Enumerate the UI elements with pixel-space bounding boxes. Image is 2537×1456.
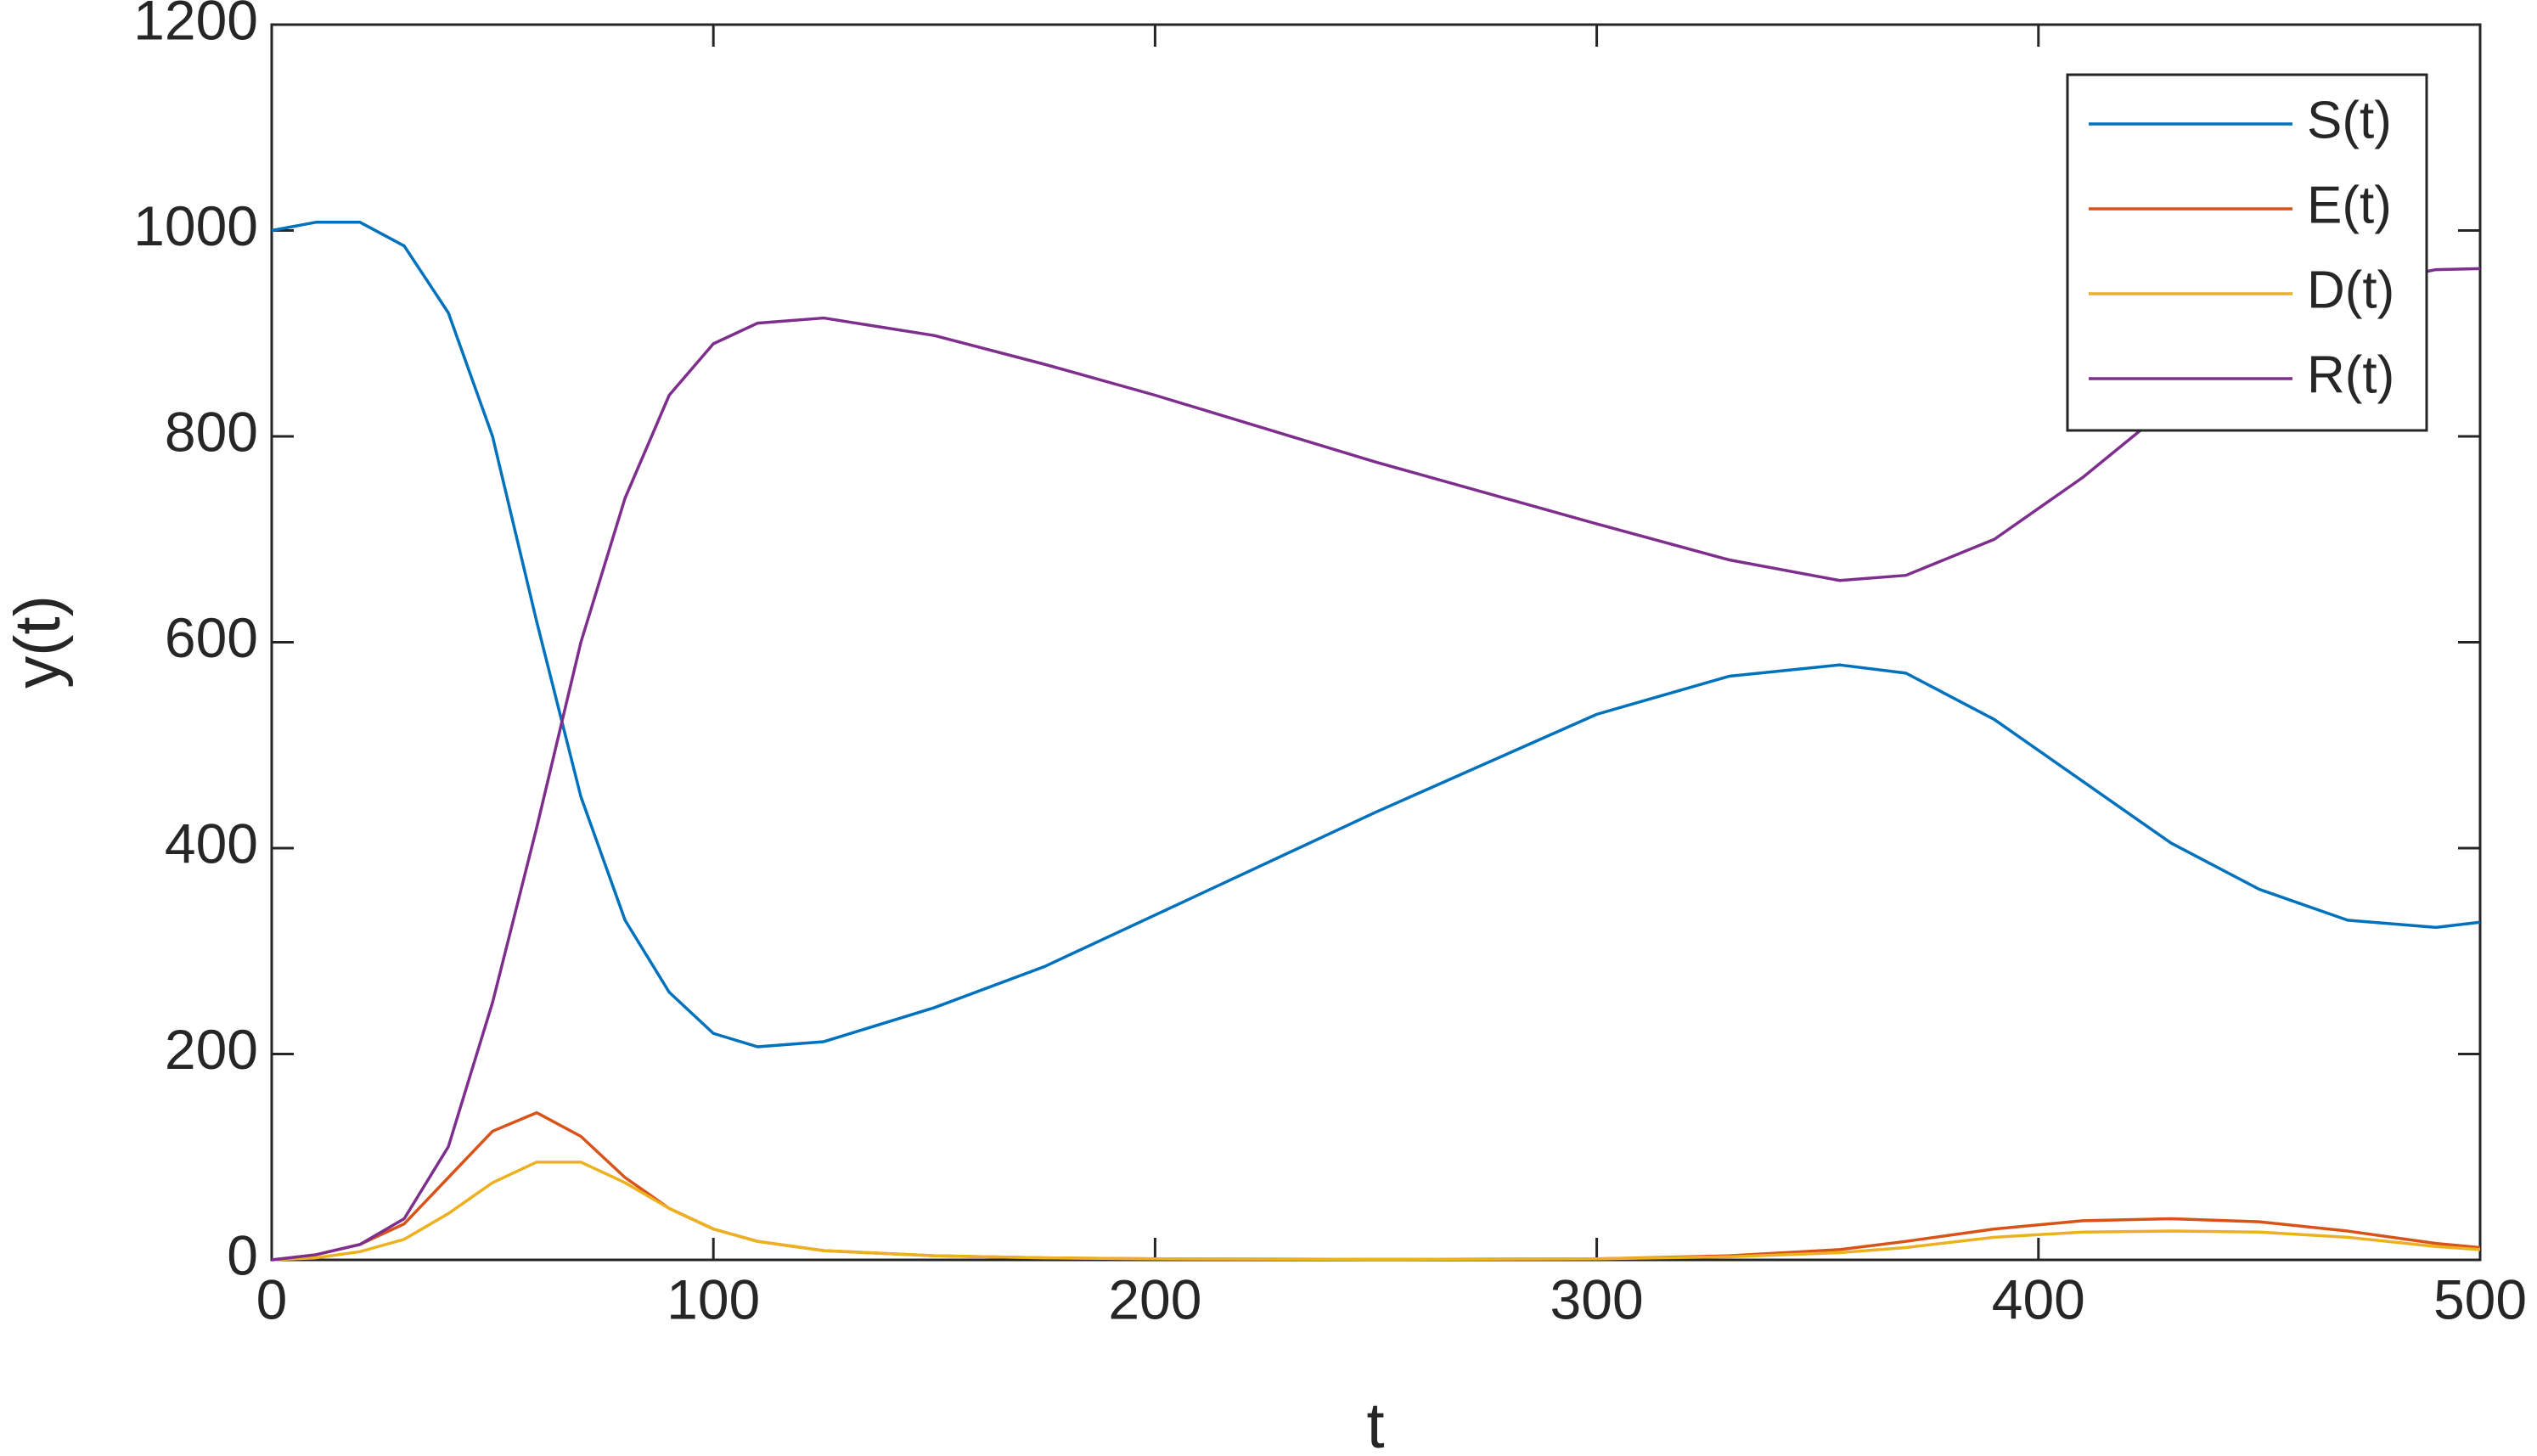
legend-label: E(t) [2307, 176, 2392, 234]
line [271, 267, 2481, 1262]
legend [2066, 73, 2428, 432]
legend-label: R(t) [2307, 346, 2394, 404]
line [271, 1161, 2481, 1262]
x-tick-label: 400 [1992, 1268, 2085, 1330]
y-tick-label: 1000 [133, 194, 258, 257]
y-tick-label: 0 [227, 1223, 258, 1286]
legend-label: S(t) [2307, 91, 2392, 149]
line [271, 221, 2481, 1048]
x-tick-label: 0 [256, 1268, 288, 1330]
x-tick-label: 500 [2433, 1268, 2527, 1330]
y-tick-label: 400 [165, 812, 258, 874]
x-tick-label: 300 [1550, 1268, 1644, 1330]
x-axis-label: t [1366, 1390, 1384, 1456]
x-tick-label: 100 [667, 1268, 760, 1330]
y-tick-label: 200 [165, 1018, 258, 1081]
legend-label: D(t) [2307, 261, 2394, 319]
y-tick-label: 800 [165, 400, 258, 463]
y-tick-label: 600 [165, 606, 258, 669]
y-axis-label: y(t) [2, 595, 74, 689]
y-tick-label: 1200 [133, 0, 258, 51]
x-tick-label: 200 [1108, 1268, 1201, 1330]
